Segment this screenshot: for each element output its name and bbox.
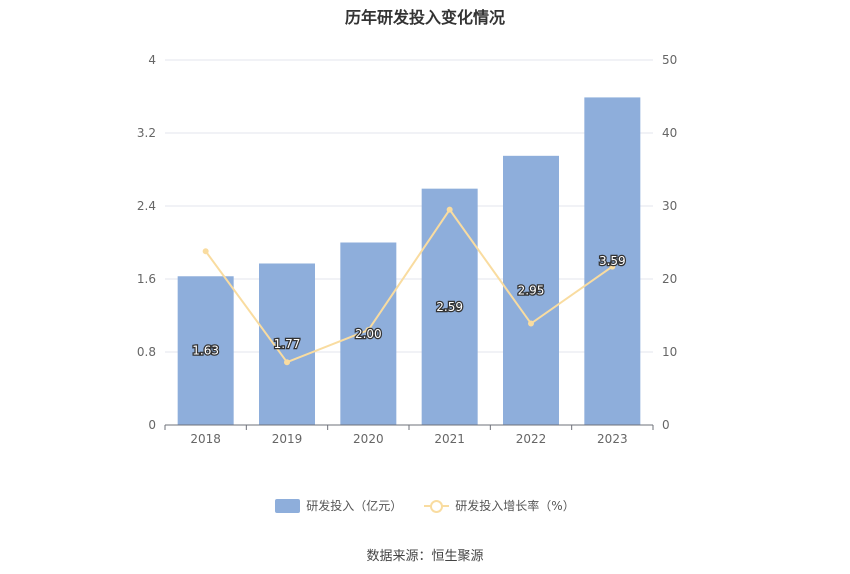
bar-data-label: 1.63 [192,344,219,358]
bar [340,242,397,425]
right-axis-tick-label: 20 [662,272,677,286]
left-axis-tick-label: 1.6 [137,272,156,286]
growth-rate-point [365,327,372,334]
left-axis-tick-label: 3.2 [137,126,156,140]
legend-item-rd-investment[interactable]: 研发投入（亿元） [275,497,402,514]
right-axis-tick-label: 10 [662,345,677,359]
data-source: 数据来源：恒生聚源 [366,549,484,564]
bar-data-label: 3.59 [599,254,626,268]
legend-item-growth-rate[interactable]: 研发投入增长率（%） [424,497,575,514]
x-axis-tick-label: 2019 [272,432,303,446]
growth-rate-point [202,248,209,255]
chart-legend: 研发投入（亿元） 研发投入增长率（%） [0,497,850,514]
legend-bar-swatch [275,498,301,513]
left-axis-tick-label: 0 [148,418,156,432]
x-axis-tick-label: 2023 [597,432,628,446]
left-axis-tick-label: 2.4 [137,199,156,213]
bar-data-label: 1.77 [274,337,301,351]
left-axis-tick-label: 0.8 [137,345,156,359]
growth-rate-line [204,207,613,364]
bar [503,155,559,425]
bar [259,263,315,425]
bar-data-label: 2.00 [355,327,382,341]
legend-line-swatch [424,499,450,513]
bar-data-label: 2.59 [436,300,463,314]
right-axis-tick-label: 30 [662,199,677,213]
x-axis-tick-label: 2018 [190,432,221,446]
bar [421,188,478,425]
bar [584,97,641,425]
bar [177,276,234,425]
right-axis-tick-label: 40 [662,126,677,140]
x-axis-tick-label: 2020 [353,432,384,446]
right-axis-tick-label: 0 [662,418,670,432]
growth-rate-point [284,359,290,366]
legend-label-rd-investment: 研发投入（亿元） [306,499,403,513]
left-axis-tick-label: 4 [148,53,156,67]
x-axis-tick-label: 2022 [516,432,547,446]
right-axis-tick-label: 50 [662,53,677,67]
growth-rate-point [609,263,616,270]
bar-data-label: 2.95 [518,283,545,297]
x-axis-tick-label: 2021 [434,432,465,446]
growth-rate-point [528,320,534,327]
growth-rate-point [446,206,453,213]
legend-label-growth-rate: 研发投入增长率（%） [455,499,575,513]
chart-title: 历年研发投入变化情况 [344,8,505,27]
